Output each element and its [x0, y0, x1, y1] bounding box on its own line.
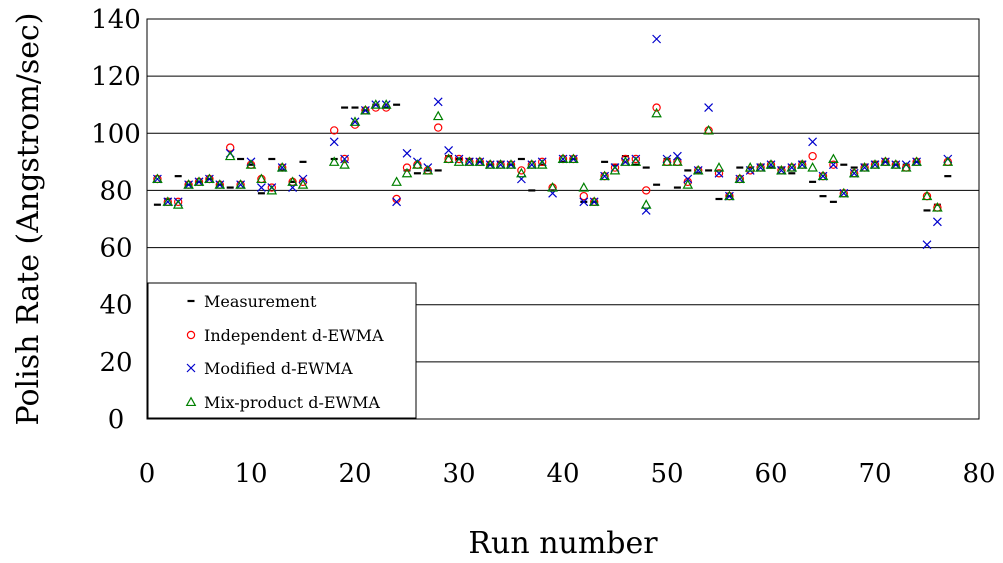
- x-tick-label: 40: [546, 459, 579, 489]
- data-point-circle: [809, 153, 816, 160]
- data-point-x: [705, 104, 713, 112]
- data-point-x: [403, 149, 411, 157]
- x-tick-label: 20: [338, 459, 371, 489]
- data-point-triangle: [580, 183, 589, 191]
- data-point-x: [330, 138, 338, 146]
- x-tick-label: 10: [234, 459, 267, 489]
- data-point-x: [653, 35, 661, 43]
- data-point-triangle: [808, 163, 817, 171]
- data-point-circle: [435, 124, 442, 131]
- y-tick-label: 140: [91, 5, 141, 35]
- data-point-x: [341, 155, 349, 163]
- data-point-x: [445, 146, 453, 154]
- x-tick-label: 60: [754, 459, 787, 489]
- legend-label: Modified d-EWMA: [204, 359, 353, 378]
- x-tick-label: 70: [858, 459, 891, 489]
- legend-label: Independent d-EWMA: [204, 326, 384, 345]
- x-tick-label: 50: [650, 459, 683, 489]
- y-tick-label: 100: [91, 119, 141, 149]
- data-point-x: [673, 152, 681, 160]
- x-tick-label: 30: [442, 459, 475, 489]
- y-tick-label: 40: [99, 291, 132, 321]
- data-points: [153, 35, 952, 249]
- series-x: [153, 35, 951, 249]
- y-tick-label: 60: [99, 234, 132, 264]
- legend: Measurement Independent d-EWMA Modified d-…: [148, 283, 416, 418]
- data-point-x: [933, 218, 941, 226]
- y-tick-label: 20: [99, 348, 132, 378]
- legend-label: Measurement: [204, 292, 317, 311]
- x-tick-label: 80: [962, 459, 995, 489]
- data-point-triangle: [392, 178, 401, 186]
- y-tick-label: 80: [99, 176, 132, 206]
- data-point-x: [809, 138, 817, 146]
- series-triangle: [153, 100, 952, 211]
- legend-label: Mix-product d-EWMA: [204, 393, 380, 412]
- data-point-triangle: [642, 200, 651, 208]
- data-point-triangle: [434, 112, 443, 120]
- y-tick-label: 120: [91, 62, 141, 92]
- data-point-x: [434, 98, 442, 106]
- y-tick-label: 0: [108, 405, 125, 435]
- x-axis-title: Run number: [468, 526, 658, 561]
- x-tick-label: 0: [139, 459, 156, 489]
- y-axis-title: Polish Rate (Angstrom/sec): [11, 13, 46, 426]
